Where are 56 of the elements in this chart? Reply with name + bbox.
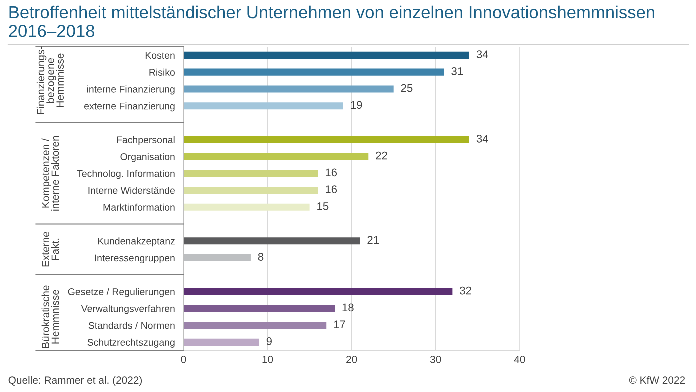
data-label: 9 <box>266 338 272 346</box>
data-label: 17 <box>334 320 346 328</box>
x-tick-label: 0 <box>181 356 186 364</box>
bar <box>184 52 470 60</box>
y-tick-label: Gesetze / Regulierungen <box>68 288 175 298</box>
x-tick-label: 40 <box>514 356 526 364</box>
y-tick-label: Schutzrechtszugang <box>88 338 175 348</box>
y-tick-label: Kosten <box>146 52 175 60</box>
bar <box>184 153 369 160</box>
x-tick-label: 30 <box>430 356 442 364</box>
data-label: 16 <box>326 168 338 177</box>
bar <box>184 288 453 296</box>
bar <box>184 68 444 76</box>
bar <box>184 305 336 312</box>
x-tick-label: 20 <box>346 356 358 364</box>
text: Finanzierungs- bezogene Hemmnisse <box>36 46 64 114</box>
data-label: 22 <box>376 152 388 160</box>
bar <box>184 102 344 110</box>
bar <box>184 186 318 194</box>
data-label: 16 <box>326 186 338 194</box>
data-label: 31 <box>452 67 464 76</box>
y-tick-label: Interessengruppen <box>95 254 175 264</box>
data-label: 21 <box>368 236 379 244</box>
data-label: 8 <box>258 253 264 261</box>
y-tick-label: interne Finanzierung <box>87 86 175 95</box>
y-tick-label: Organisation <box>120 153 175 162</box>
data-label: 34 <box>476 134 488 143</box>
x-tick-label: 10 <box>262 356 274 364</box>
text: Externe Fakt. <box>42 232 60 267</box>
data-label: 32 <box>460 286 472 295</box>
y-tick-label: Fachpersonal <box>117 136 175 146</box>
y-tick-label: Interne Widerstände <box>88 186 175 194</box>
data-label: 34 <box>476 50 488 58</box>
bar <box>184 86 394 93</box>
data-label: 19 <box>351 101 362 110</box>
y-tick-label: Marktinformation <box>104 204 175 211</box>
bar <box>184 338 260 346</box>
text: Kompetenzen / interne Faktoren <box>42 136 60 211</box>
source-note: Quelle: Rammer et al. (2022) <box>8 376 142 386</box>
y-tick-label: Standards / Normen <box>88 322 175 330</box>
data-label: 25 <box>401 84 413 92</box>
y-tick-label: Kundenakzeptanz <box>98 238 175 247</box>
text: Bürokratische Hemmnisse <box>42 286 60 348</box>
data-label: 15 <box>318 202 329 210</box>
y-tick-label: Risiko <box>150 68 176 76</box>
bar <box>184 238 360 245</box>
y-tick-label: Verwaltungsverfahren <box>81 305 175 314</box>
bar <box>184 170 318 178</box>
chart-title: Betroffenheit mittelständischer Unternehmen von einzelnen Innovationshemmnissen 2016–2018 <box>9 6 654 38</box>
bar <box>184 136 470 144</box>
bar <box>184 322 327 330</box>
bar <box>184 204 310 211</box>
y-tick-label: externe Finanzierung <box>84 102 175 112</box>
text: © KfW 2022 <box>629 376 686 384</box>
data-label: 18 <box>342 304 354 312</box>
y-tick-label: Technolog. Information <box>77 170 175 180</box>
